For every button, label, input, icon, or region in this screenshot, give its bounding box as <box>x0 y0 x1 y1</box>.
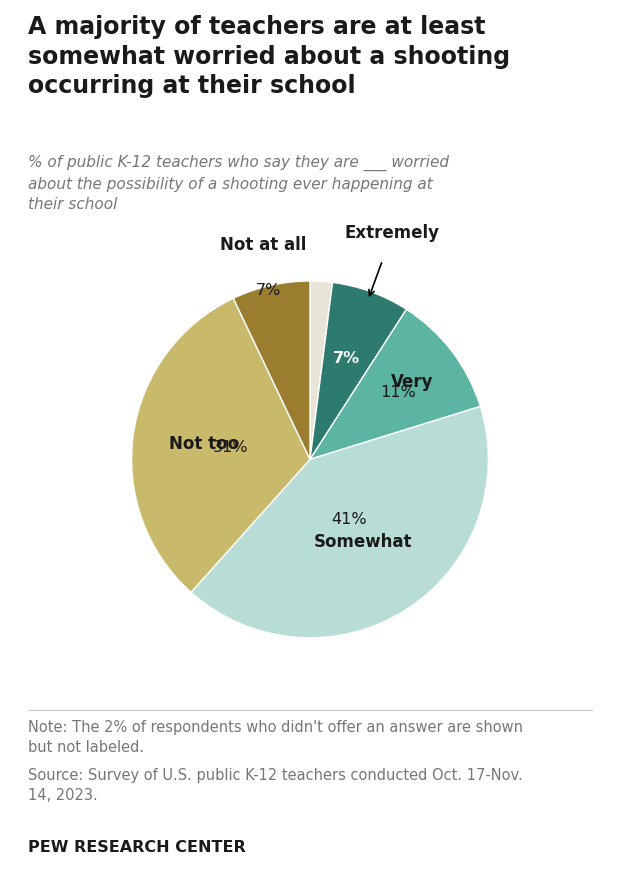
Text: A majority of teachers are at least
somewhat worried about a shooting
occurring : A majority of teachers are at least some… <box>28 15 510 98</box>
Text: Note: The 2% of respondents who didn't offer an answer are shown
but not labeled: Note: The 2% of respondents who didn't o… <box>28 720 523 755</box>
Wedge shape <box>131 298 310 592</box>
Text: Source: Survey of U.S. public K-12 teachers conducted Oct. 17-Nov.
14, 2023.: Source: Survey of U.S. public K-12 teach… <box>28 768 523 803</box>
Wedge shape <box>233 281 310 459</box>
Wedge shape <box>310 283 407 459</box>
Text: 31%: 31% <box>213 441 248 456</box>
Text: % of public K-12 teachers who say they are ___ worried
about the possibility of : % of public K-12 teachers who say they a… <box>28 155 449 212</box>
Text: Not too: Not too <box>169 435 239 453</box>
Text: Not at all: Not at all <box>221 236 307 254</box>
Text: Somewhat: Somewhat <box>314 533 412 551</box>
Wedge shape <box>191 407 489 638</box>
Text: Very: Very <box>391 373 433 391</box>
Text: PEW RESEARCH CENTER: PEW RESEARCH CENTER <box>28 840 246 855</box>
Wedge shape <box>310 281 332 459</box>
Text: 11%: 11% <box>380 384 416 400</box>
Text: 7%: 7% <box>333 351 360 367</box>
Text: 41%: 41% <box>330 512 366 527</box>
Text: 7%: 7% <box>256 284 281 299</box>
Wedge shape <box>310 310 480 459</box>
Text: Extremely: Extremely <box>345 224 440 242</box>
